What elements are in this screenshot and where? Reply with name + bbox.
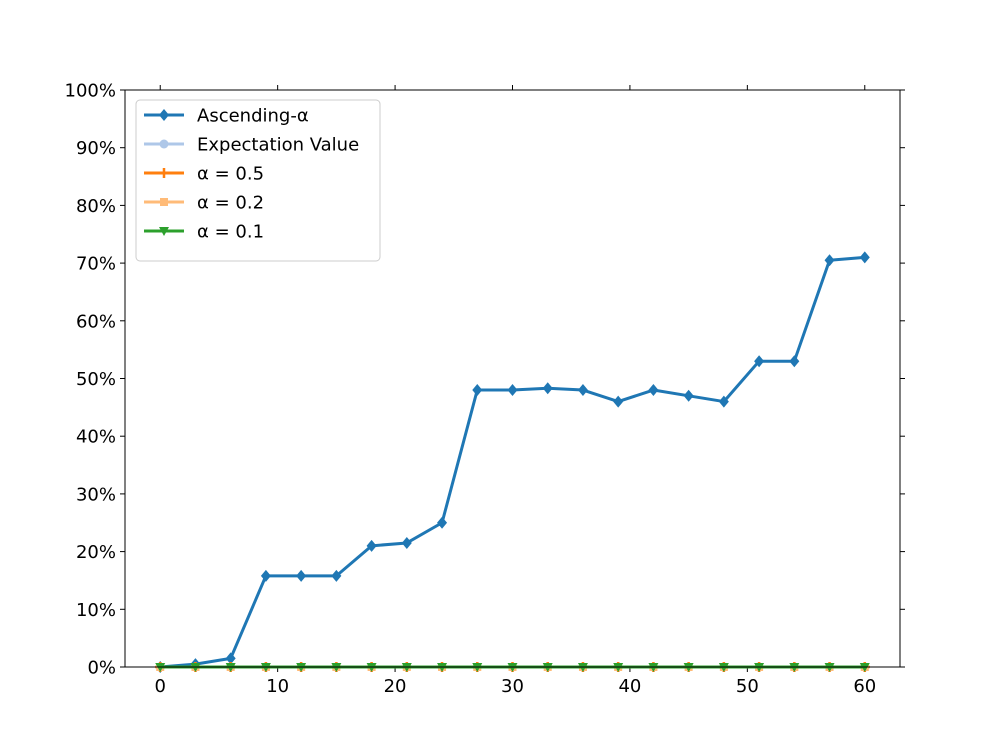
y-tick-label: 30%	[76, 484, 116, 505]
data-point	[437, 516, 448, 529]
data-point	[718, 395, 729, 408]
legend-swatch-marker	[160, 198, 168, 206]
data-point	[472, 384, 483, 397]
y-tick-label: 50%	[76, 369, 116, 390]
data-point	[260, 569, 271, 582]
y-tick-label: 70%	[76, 254, 116, 275]
y-tick-label: 10%	[76, 600, 116, 621]
legend-swatch-marker	[159, 139, 169, 149]
legend-swatch-marker	[159, 109, 169, 121]
data-point	[296, 569, 307, 582]
legend-swatch-marker	[159, 168, 169, 178]
data-point	[859, 251, 870, 264]
x-tick-label: 20	[384, 676, 407, 697]
data-point	[401, 536, 412, 549]
legend-label: Expectation Value	[197, 135, 359, 156]
y-tick-label: 40%	[76, 427, 116, 448]
y-tick-label: 20%	[76, 542, 116, 563]
plot-frame	[124, 89, 901, 668]
data-point	[366, 539, 377, 552]
y-tick-label: 90%	[76, 138, 116, 159]
series-layer	[155, 251, 870, 673]
x-tick-label: 60	[853, 676, 876, 697]
y-tick-label: 80%	[76, 196, 116, 217]
legend-label: α = 0.5	[197, 164, 264, 185]
legend-entry: α = 0.1	[144, 222, 264, 243]
legend-swatch-marker	[159, 227, 169, 236]
legend-entry: α = 0.5	[144, 164, 264, 185]
y-tick-label: 60%	[76, 311, 116, 332]
y-tick-label: 0%	[87, 658, 116, 679]
axis-ticks: 0 10 20 30 40 50 60 0% 10% 20% 30% 40% 50% 60% 70% 80% 9…	[65, 81, 905, 697]
data-point	[824, 254, 835, 267]
data-point	[789, 355, 800, 368]
data-point	[507, 384, 518, 397]
data-point	[225, 652, 236, 665]
data-point	[542, 382, 553, 395]
x-tick-label: 10	[266, 676, 289, 697]
legend-label: α = 0.2	[197, 193, 264, 214]
data-point	[683, 389, 694, 402]
x-tick-label: 50	[736, 676, 759, 697]
data-point	[577, 384, 588, 397]
legend-entry: Expectation Value	[144, 135, 359, 156]
series-0	[155, 251, 870, 673]
data-point	[754, 355, 765, 368]
legend-entry: α = 0.2	[144, 193, 264, 214]
legend-box	[135, 99, 381, 262]
legend-label: Ascending-α	[197, 106, 309, 127]
x-tick-label: 30	[501, 676, 524, 697]
data-point	[648, 384, 659, 397]
y-tick-label: 100%	[65, 81, 116, 102]
data-point	[331, 569, 342, 582]
x-tick-label: 40	[618, 676, 641, 697]
series-line	[158, 255, 867, 669]
legend-label: α = 0.1	[197, 222, 264, 243]
legend: Ascending-α Expectation Value α = 0.5 α = 0…	[135, 99, 381, 262]
legend-entry: Ascending-α	[144, 106, 309, 127]
x-tick-label: 0	[155, 676, 166, 697]
data-point	[613, 395, 624, 408]
